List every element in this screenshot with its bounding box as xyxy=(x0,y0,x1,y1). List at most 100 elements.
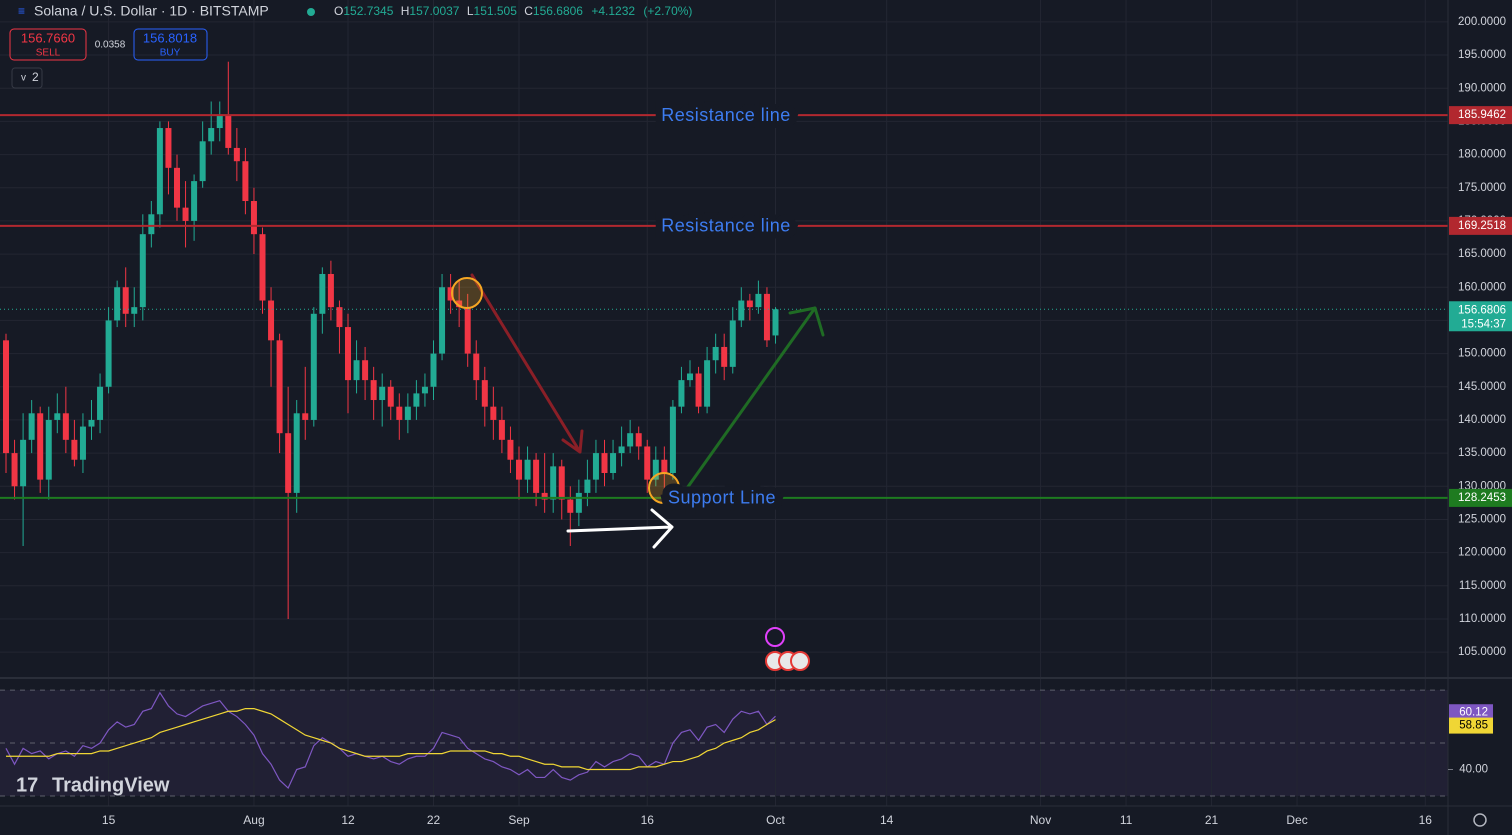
event-icon[interactable] xyxy=(790,651,810,671)
candle-body xyxy=(447,287,454,301)
axis-price-box xyxy=(1449,216,1512,235)
plot xyxy=(0,61,1448,797)
x-tick-label: 15 xyxy=(102,813,116,827)
y-tick-label: 200.0000 xyxy=(1458,16,1506,28)
side-arrow xyxy=(566,508,674,549)
candle-body xyxy=(302,413,309,420)
candle-body xyxy=(3,340,9,454)
event-icon[interactable] xyxy=(765,627,785,647)
events[interactable] xyxy=(765,627,810,671)
y-tick-label: 165.0000 xyxy=(1458,248,1506,260)
candle-body xyxy=(11,453,18,487)
l-label: L xyxy=(467,4,474,18)
y-tick-label: 180.0000 xyxy=(1458,149,1506,161)
grid xyxy=(0,0,1448,806)
candle-body xyxy=(575,492,582,513)
high: 157.0037 xyxy=(409,4,459,18)
ohlc: O152.7345 H157.0037 L151.505 C156.6806 +… xyxy=(334,4,692,18)
rsi-tick-label: 40.00 xyxy=(1459,764,1488,776)
x-tick-label: Sep xyxy=(508,813,530,827)
x-tick-label: Aug xyxy=(243,813,264,827)
sell-box[interactable] xyxy=(9,28,87,61)
candle-body xyxy=(293,413,300,493)
current-price-box xyxy=(1449,301,1512,332)
candle-body xyxy=(379,386,386,401)
x-tick-label: 16 xyxy=(1419,813,1433,827)
candle-body xyxy=(567,499,574,513)
candle-body xyxy=(216,114,223,129)
candle-body xyxy=(131,307,138,314)
candle-body xyxy=(610,453,617,474)
candle-body xyxy=(763,293,770,341)
sell-button[interactable]: 156.7660 SELL xyxy=(9,28,87,61)
candle-body xyxy=(584,479,591,493)
candle-body xyxy=(242,161,249,202)
candle-body xyxy=(310,313,317,420)
y-tick-label: 115.0000 xyxy=(1459,580,1506,592)
candle-body xyxy=(285,433,292,493)
rsi-line xyxy=(6,708,776,771)
candle-body xyxy=(695,373,702,407)
candle-body xyxy=(336,307,343,328)
candle-body xyxy=(362,360,369,381)
candle-body xyxy=(550,466,557,500)
candle-body xyxy=(259,234,266,301)
menu-icon[interactable]: ≡ xyxy=(18,4,25,18)
candle-body xyxy=(396,406,403,420)
highlight-circle xyxy=(648,472,680,504)
y-tick-label: 145.0000 xyxy=(1458,381,1506,393)
candle-body xyxy=(772,309,779,336)
y-tick-label: 160.0000 xyxy=(1458,281,1506,293)
candle-body xyxy=(481,380,488,407)
candle-body xyxy=(704,360,711,407)
y-tick-label: 120.0000 xyxy=(1458,547,1506,559)
line-annotation: Resistance line xyxy=(661,216,791,236)
settings-icon[interactable] xyxy=(1473,813,1487,827)
candle-body xyxy=(54,413,61,420)
candle-body xyxy=(687,373,693,381)
candle-body xyxy=(746,300,753,308)
candle-body xyxy=(473,353,480,381)
candle-body xyxy=(413,393,420,407)
indicator-toggle[interactable]: v 2 xyxy=(11,67,43,89)
x-tick-label: 14 xyxy=(880,813,894,827)
sell-label[interactable]: SELL xyxy=(36,48,61,59)
candle-body xyxy=(738,300,745,321)
chevron[interactable]: v xyxy=(21,73,26,84)
candle-body xyxy=(139,234,146,308)
line-annotation: Resistance line xyxy=(661,105,791,125)
buy-label[interactable]: BUY xyxy=(160,48,181,59)
down-arrow xyxy=(470,273,584,454)
h-label: H xyxy=(401,4,410,18)
indicator-count[interactable]: 2 xyxy=(32,70,39,84)
sell-price[interactable]: 156.7660 xyxy=(21,30,75,45)
candle-body xyxy=(45,419,52,480)
rsi-value-label: 58.85 xyxy=(1459,720,1488,732)
axis-price-label: 185.9462 xyxy=(1458,109,1506,121)
buy-box[interactable] xyxy=(133,28,208,61)
candle-body xyxy=(601,453,608,474)
rsi-value-box xyxy=(1449,717,1493,734)
candle-body xyxy=(28,413,35,440)
candle-body xyxy=(174,167,180,208)
spread: 0.0358 xyxy=(95,40,126,51)
y-tick-label: 105.0000 xyxy=(1458,646,1506,658)
rsi-value-label: 60.12 xyxy=(1459,706,1488,718)
buy-button[interactable]: 156.8018 BUY xyxy=(133,28,208,61)
axis-price-label: 169.2518 xyxy=(1458,220,1506,232)
candle-body xyxy=(652,459,659,480)
rsi-value-box xyxy=(1449,704,1493,721)
y-tick-label: 175.0000 xyxy=(1458,182,1506,194)
candle-body xyxy=(678,380,685,407)
logo: TradingView xyxy=(52,774,170,796)
up-arrow xyxy=(678,306,825,500)
candle-body xyxy=(661,459,668,474)
candle-body xyxy=(165,128,172,168)
candle-body xyxy=(345,327,351,381)
x-tick-label: Nov xyxy=(1030,813,1051,827)
candle-body xyxy=(156,128,163,215)
toggle-box[interactable] xyxy=(11,67,43,89)
candle-body xyxy=(490,406,497,420)
buy-price[interactable]: 156.8018 xyxy=(143,30,197,45)
